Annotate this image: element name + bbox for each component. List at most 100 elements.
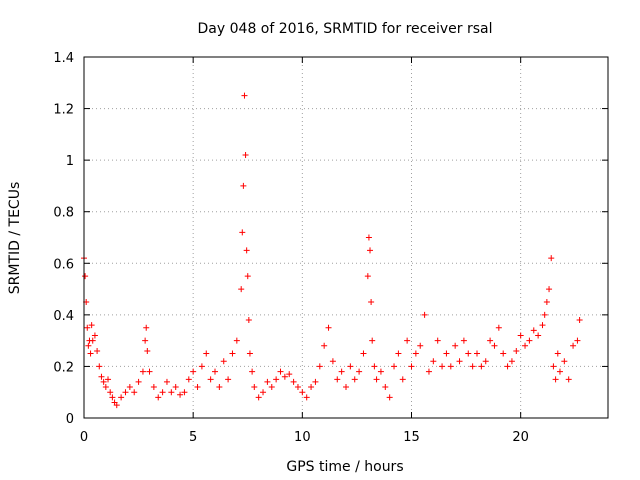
data-point: [504, 363, 511, 370]
data-point: [541, 311, 548, 318]
y-tick-label: 1: [66, 154, 74, 169]
data-point: [434, 337, 441, 344]
data-point: [417, 342, 424, 349]
y-tick-label: 1.4: [53, 51, 74, 66]
data-point: [122, 389, 129, 396]
data-point: [185, 376, 192, 383]
data-point: [576, 317, 583, 324]
data-point: [245, 317, 252, 324]
data-point: [220, 358, 227, 365]
data-point: [570, 342, 577, 349]
data-point: [212, 368, 218, 375]
data-point: [303, 394, 310, 401]
data-point: [260, 389, 267, 396]
data-point: [150, 384, 157, 391]
data-point: [474, 350, 480, 357]
data-point: [421, 311, 428, 318]
data-point: [530, 327, 537, 334]
data-point: [425, 368, 432, 375]
data-point: [367, 247, 374, 254]
data-point: [412, 350, 419, 357]
grid: [84, 57, 608, 418]
data-point: [163, 378, 170, 385]
data-point: [126, 384, 133, 391]
data-point: [216, 384, 223, 391]
data-point: [290, 378, 297, 385]
data-point: [203, 350, 210, 357]
data-point: [82, 273, 89, 280]
data-point: [241, 92, 248, 99]
scatter-points: [81, 92, 583, 409]
data-point: [225, 376, 232, 383]
data-point: [364, 273, 371, 280]
data-point: [360, 350, 367, 357]
data-point: [249, 368, 256, 375]
data-point: [243, 247, 250, 254]
data-point: [351, 376, 358, 383]
data-point: [238, 286, 245, 293]
data-point: [143, 324, 150, 331]
data-point: [546, 286, 553, 293]
data-point: [96, 363, 103, 370]
data-point: [299, 389, 306, 396]
data-point: [105, 376, 112, 383]
data-point: [395, 350, 402, 357]
data-point: [98, 373, 105, 380]
data-point: [91, 332, 98, 339]
data-point: [482, 358, 489, 365]
data-point: [251, 384, 258, 391]
data-point: [508, 358, 515, 365]
data-point: [321, 342, 328, 349]
data-point: [100, 378, 107, 385]
data-point: [517, 332, 524, 339]
data-point: [85, 342, 92, 349]
data-point: [198, 363, 205, 370]
data-point: [535, 332, 542, 339]
data-point: [87, 350, 94, 357]
data-point: [312, 378, 319, 385]
data-point: [308, 384, 315, 391]
data-point: [240, 182, 247, 189]
data-point: [294, 384, 301, 391]
data-point: [369, 337, 376, 344]
data-point: [94, 347, 101, 354]
x-tick-label: 0: [80, 430, 88, 445]
data-point: [159, 389, 166, 396]
data-point: [513, 347, 520, 354]
data-point: [172, 384, 179, 391]
data-point: [371, 363, 378, 370]
data-point: [561, 358, 568, 365]
plot-frame: [83, 56, 609, 419]
data-point: [368, 298, 375, 305]
y-tick-label: 0.6: [53, 257, 74, 272]
data-point: [181, 389, 188, 396]
data-point: [439, 363, 446, 370]
data-point: [144, 347, 151, 354]
data-point: [89, 337, 96, 344]
data-point: [495, 324, 502, 331]
data-point: [469, 363, 476, 370]
data-point: [142, 337, 149, 344]
data-point: [107, 389, 114, 396]
data-point: [244, 273, 251, 280]
data-point: [155, 394, 162, 401]
data-point: [139, 368, 146, 375]
y-tick-label: 0.4: [53, 309, 74, 324]
chart-title: Day 048 of 2016, SRMTID for receiver rsa…: [198, 21, 493, 37]
data-point: [113, 402, 120, 409]
data-point: [554, 350, 561, 357]
data-point: [338, 368, 345, 375]
y-tick-label: 0.8: [53, 206, 74, 221]
data-point: [391, 363, 398, 370]
data-point: [491, 342, 498, 349]
data-point: [118, 394, 125, 401]
x-axis-label: GPS time / hours: [286, 459, 403, 475]
x-axis: 0 5 10 15 20: [80, 57, 529, 445]
data-point: [365, 234, 372, 241]
data-point: [255, 394, 262, 401]
data-point: [102, 384, 109, 391]
data-point: [548, 255, 555, 262]
x-tick-label: 15: [403, 430, 420, 445]
data-point: [281, 373, 288, 380]
data-point: [552, 376, 559, 383]
